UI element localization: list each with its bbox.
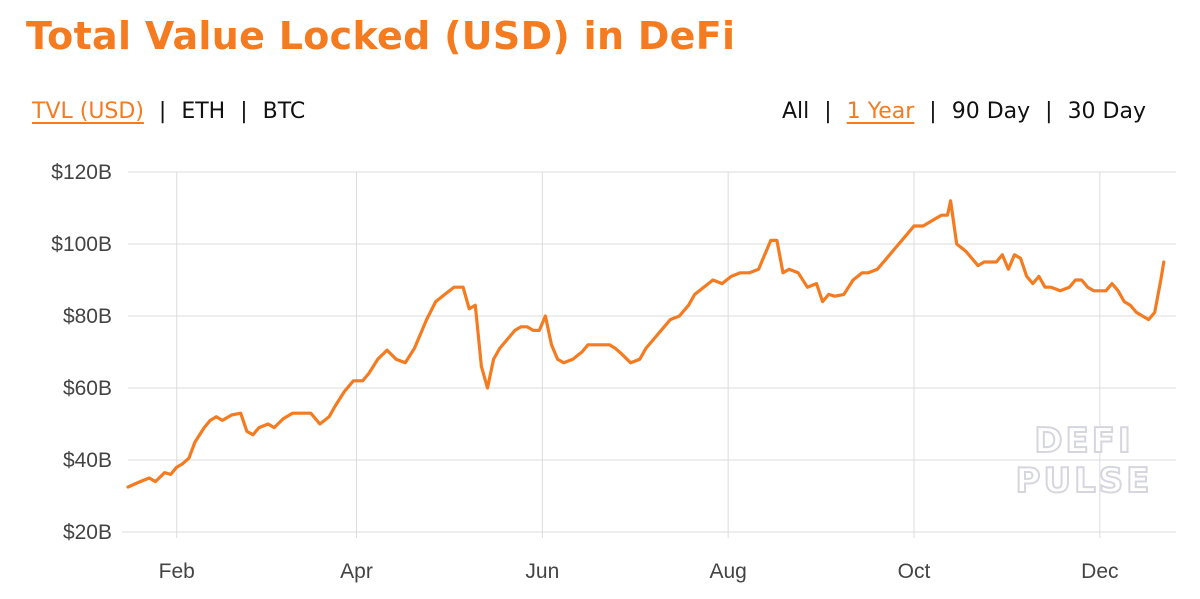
range-toggle-group: All | 1 Year | 90 Day | 30 Day: [782, 99, 1146, 124]
x-tick-label: Apr: [340, 560, 373, 583]
y-tick-label: $120B: [51, 161, 112, 184]
separator: |: [1045, 99, 1053, 124]
separator: |: [158, 99, 167, 124]
y-tick-label: $80B: [63, 305, 112, 328]
axis-layer: $20B $40B $60B $80B $100B $120B Feb Apr Jun Aug Oc…: [51, 161, 1118, 583]
y-tick-label: $60B: [63, 377, 112, 400]
watermark-line-1: DEFI: [1033, 420, 1134, 462]
y-tick-label: $40B: [63, 449, 112, 472]
y-tick-label: $20B: [63, 521, 112, 544]
defi-pulse-watermark: DEFI PULSE: [1014, 420, 1154, 511]
separator: |: [240, 99, 248, 124]
range-toggle-all[interactable]: All: [782, 99, 810, 124]
metric-toggle-group: TVL (USD) | ETH | BTC: [32, 99, 305, 124]
x-tick-label: Aug: [709, 560, 746, 583]
separator: |: [929, 99, 937, 124]
x-tick-label: Oct: [898, 560, 931, 583]
x-tick-label: Jun: [525, 560, 559, 583]
x-tick-label: Feb: [159, 560, 195, 583]
y-tick-label: $100B: [51, 233, 112, 256]
tvl-series-line: [126, 199, 1166, 489]
metric-toggle-btc[interactable]: BTC: [262, 99, 306, 124]
x-tick-label: Dec: [1081, 560, 1118, 583]
grid-layer: [122, 171, 1176, 538]
page-title: Total Value Locked (USD) in DeFi: [26, 14, 736, 58]
range-toggle-90-day[interactable]: 90 Day: [951, 99, 1031, 124]
range-toggle-30-day[interactable]: 30 Day: [1067, 99, 1146, 124]
metric-toggle-tvl-usd[interactable]: TVL (USD): [32, 99, 144, 124]
metric-toggle-eth[interactable]: ETH: [181, 99, 226, 124]
watermark-line-2: PULSE: [1015, 460, 1153, 502]
range-toggle-1-year[interactable]: 1 Year: [846, 99, 915, 124]
separator: |: [824, 99, 832, 124]
series-layer: [126, 199, 1166, 489]
